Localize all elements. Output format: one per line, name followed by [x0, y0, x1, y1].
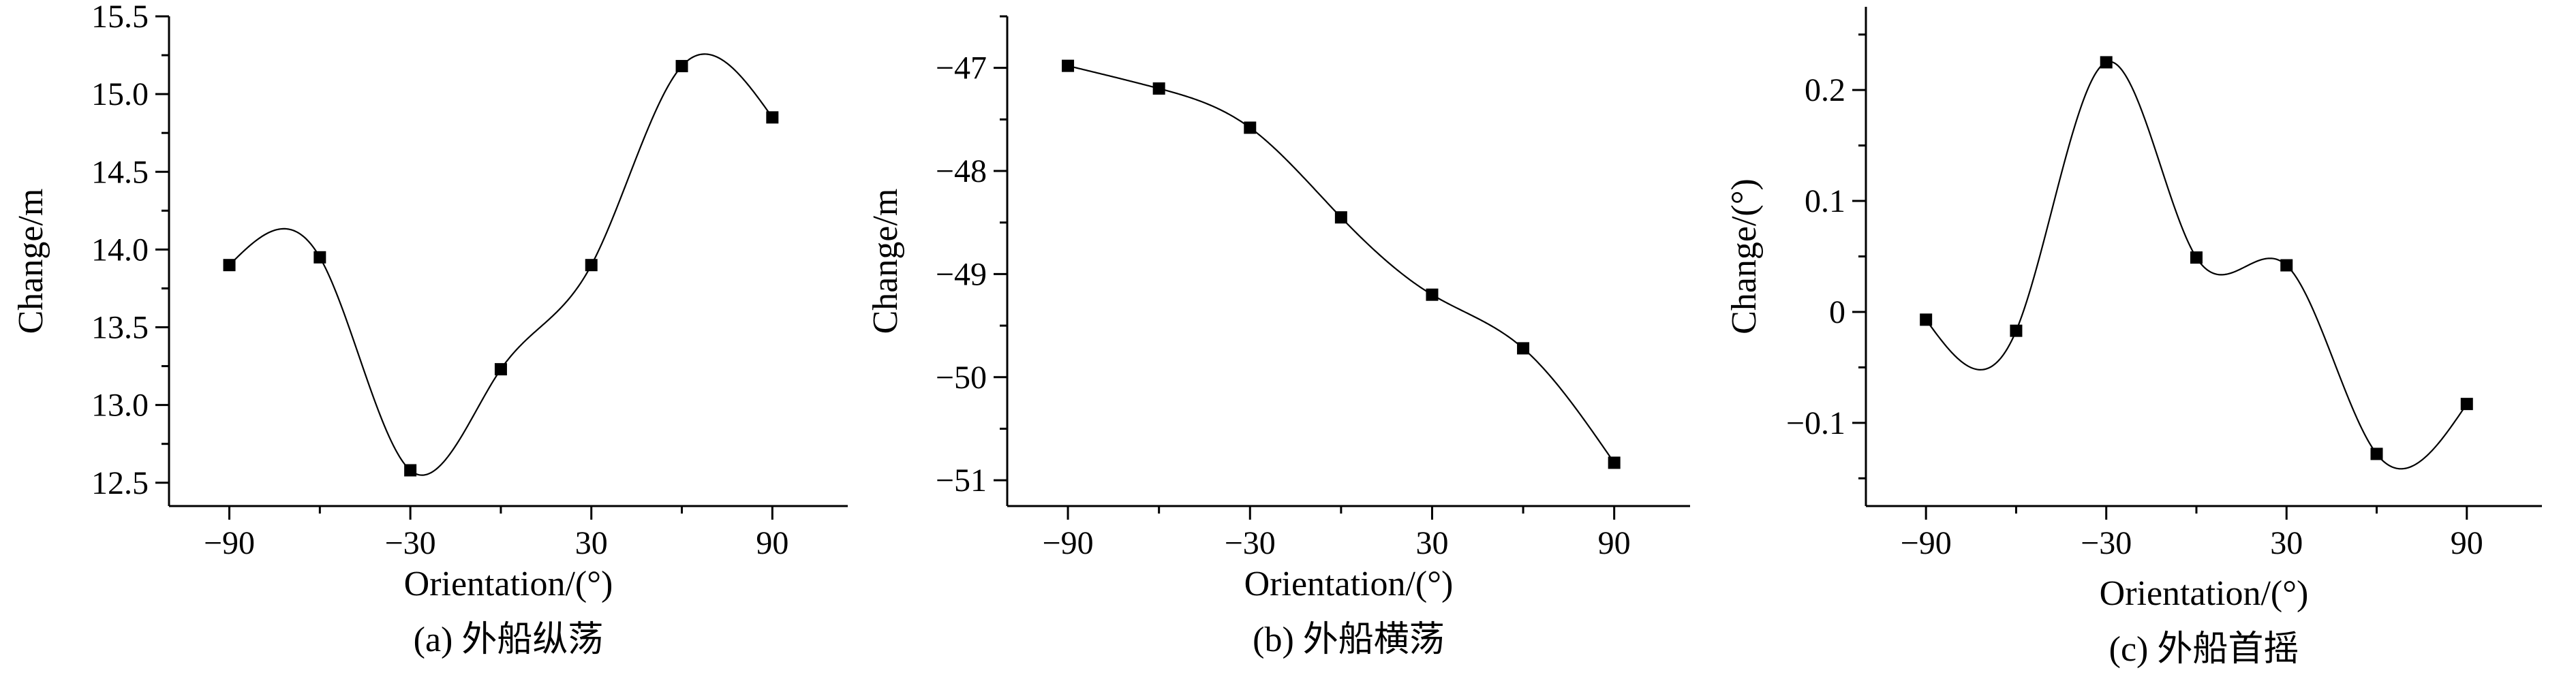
y-tick-label: 0	[1829, 294, 1845, 330]
y-tick-label: 14.0	[91, 232, 149, 268]
x-axis-title: Orientation/(°)	[1244, 565, 1454, 603]
series-line	[1925, 61, 2468, 470]
x-tick-label: −90	[1043, 525, 1094, 561]
y-axis-title: Change/m	[866, 189, 905, 334]
x-tick-label: 30	[1415, 525, 1448, 561]
y-tick-label: −49	[936, 256, 987, 292]
y-tick-label: 0.1	[1805, 183, 1845, 219]
x-tick-label: 30	[2270, 525, 2303, 561]
caption-b: (b) 外船横荡	[1253, 620, 1445, 659]
y-tick-label: −50	[936, 360, 987, 396]
data-point	[1152, 82, 1165, 95]
y-tick-label: 13.5	[91, 310, 149, 346]
y-tick-label: 14.5	[91, 154, 149, 190]
y-axis-title: Change/(°)	[1725, 178, 1764, 334]
y-tick-label: −0.1	[1786, 405, 1845, 441]
y-tick-label: −51	[936, 462, 987, 499]
y-tick-label: 15.0	[91, 76, 149, 112]
y-tick-label: 13.0	[91, 388, 149, 424]
x-tick-label: −30	[2081, 525, 2132, 561]
data-point	[2010, 324, 2023, 337]
data-point	[585, 259, 598, 272]
y-tick-label: 12.5	[91, 465, 149, 501]
series-line	[228, 53, 773, 476]
y-tick-label: 15.5	[91, 0, 149, 35]
data-point	[313, 251, 326, 264]
y-tick-label: −48	[936, 153, 987, 189]
data-point	[2190, 251, 2203, 264]
y-tick-label: −47	[936, 50, 987, 86]
data-point	[223, 259, 236, 272]
data-point	[1334, 211, 1347, 224]
x-tick-label: −30	[385, 525, 436, 561]
caption-c: (c) 外船首摇	[2109, 630, 2299, 669]
x-axis-title: Orientation/(°)	[404, 565, 613, 603]
data-point	[2370, 447, 2383, 460]
x-axis-title: Orientation/(°)	[2100, 574, 2309, 613]
data-point	[494, 363, 507, 376]
data-point	[2460, 398, 2473, 411]
x-tick-label: −90	[1901, 525, 1952, 561]
chart-panel-c: −90 −30 30 90 −0.1 0 0.1 0.2 Orientation/(°) Chan…	[1725, 7, 2542, 669]
data-point	[1062, 59, 1075, 72]
chart-panel-a: −90 −30 30 90 12.5 13.0 13.5 14.0 14.5 15.0 15.5 Or…	[12, 0, 848, 659]
chart-panel-b: −90 −30 30 90 −51 −50 −49 −48 −47 Orientation/(°)…	[866, 15, 1690, 659]
data-point	[1517, 342, 1530, 355]
y-tick-label: 0.2	[1805, 72, 1845, 108]
data-point	[766, 111, 779, 124]
series-line	[1067, 65, 1615, 464]
x-tick-label: 30	[575, 525, 608, 561]
x-tick-label: 90	[2451, 525, 2483, 561]
data-point	[1920, 313, 1933, 326]
data-point	[404, 464, 417, 477]
x-tick-label: −90	[204, 525, 255, 561]
x-tick-label: 90	[756, 525, 788, 561]
data-point	[675, 60, 688, 73]
y-axis-title: Change/m	[12, 189, 50, 334]
x-tick-label: −30	[1225, 525, 1276, 561]
data-point	[1244, 121, 1257, 134]
x-tick-label: 90	[1598, 525, 1631, 561]
data-point	[2100, 56, 2113, 69]
data-point	[1426, 288, 1439, 301]
caption-a: (a) 外船纵荡	[414, 620, 604, 659]
data-point	[2280, 259, 2293, 272]
data-point	[1608, 456, 1621, 469]
